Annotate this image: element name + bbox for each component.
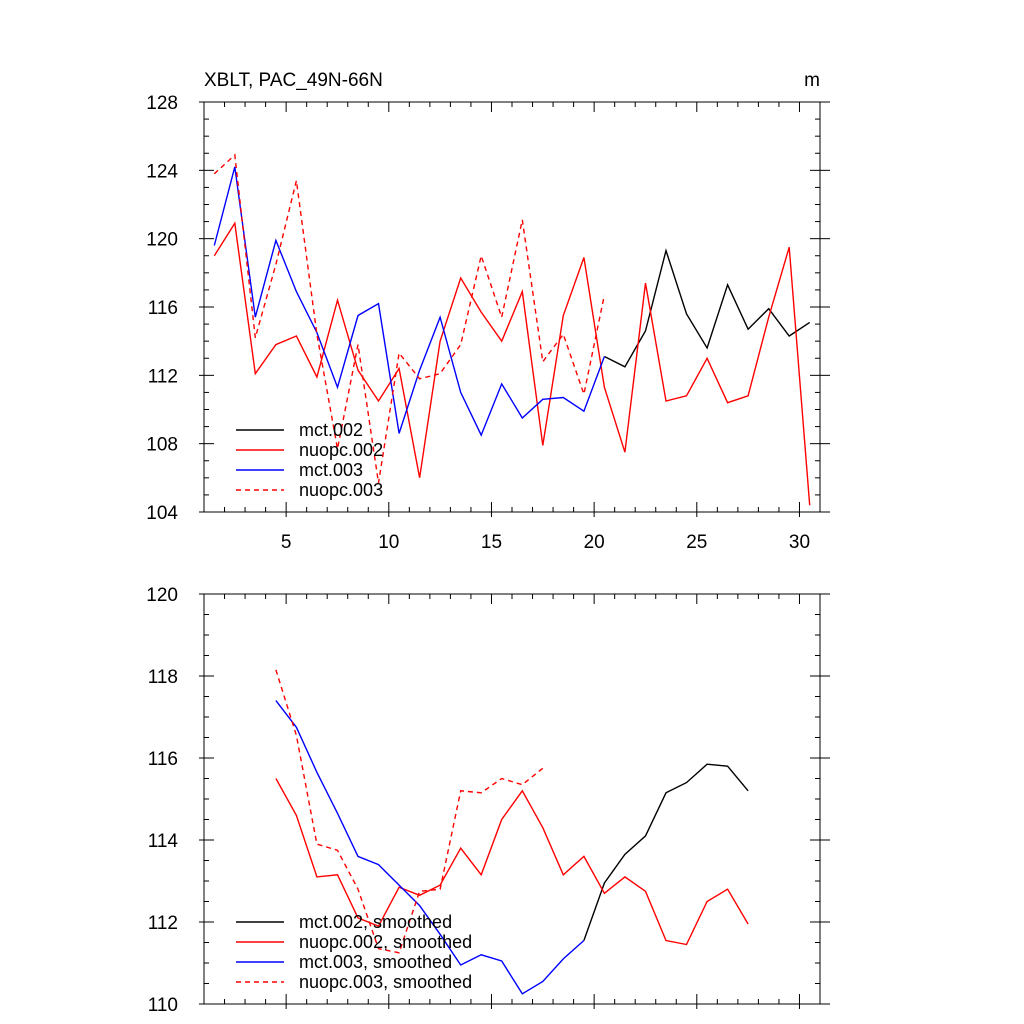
y-tick-label: 112 [148, 913, 178, 934]
x-tick-label: 10 [378, 532, 399, 553]
legend-label-3: nuopc.003, smoothed [299, 972, 472, 992]
x-tick-label: 5 [281, 532, 292, 553]
legend-label-1: nuopc.002 [299, 440, 383, 460]
series-line-3 [213, 153, 606, 484]
y-tick-label: 120 [146, 585, 178, 606]
y-tick-label: 118 [148, 667, 178, 688]
legend-label-3: nuopc.003 [299, 480, 383, 500]
legend-label-0: mct.002 [299, 420, 363, 440]
series-line-3 [275, 669, 544, 954]
y-tick-label: 128 [146, 93, 178, 114]
series-line-0 [604, 248, 811, 368]
y-tick-label: 120 [146, 230, 178, 251]
plot-frame [203, 101, 821, 513]
legend-label-2: mct.003 [299, 460, 363, 480]
series-line-0 [583, 763, 749, 941]
units-label: m [804, 70, 820, 91]
chart-title: XBLT, PAC_49N-66N [204, 70, 383, 91]
plot-frame [203, 593, 821, 1005]
x-tick-label: 20 [584, 532, 605, 553]
y-tick-label: 114 [148, 831, 179, 852]
y-tick-label: 124 [146, 161, 178, 182]
x-tick-label: 25 [686, 532, 707, 553]
series-line-1 [213, 221, 811, 506]
y-tick-label: 116 [148, 298, 178, 319]
chart-panel-top: XBLT, PAC_49N-66N m 5 10 15 20 25 30 104 108 112… [146, 70, 830, 553]
y-tick-label: 108 [146, 435, 178, 456]
x-tick-label: 15 [481, 532, 502, 553]
y-tick-label: 116 [148, 749, 178, 770]
y-tick-label: 110 [148, 995, 178, 1016]
y-tick-label: 112 [148, 366, 178, 387]
series-line-2 [275, 700, 585, 995]
legend-label-2: mct.003, smoothed [299, 952, 452, 972]
x-tick-label: 30 [789, 532, 810, 553]
legend-label-0: mct.002, smoothed [299, 912, 452, 932]
y-tick-label: 104 [146, 503, 178, 524]
legend-label-1: nuopc.002, smoothed [299, 932, 472, 952]
series-line-1 [275, 778, 749, 946]
series-line-2 [213, 166, 606, 437]
